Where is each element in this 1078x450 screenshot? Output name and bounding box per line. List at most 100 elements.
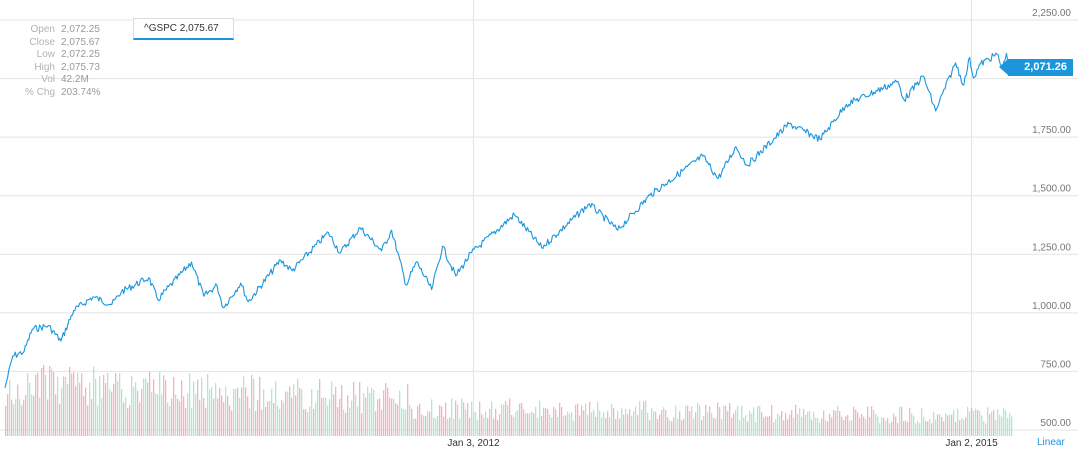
volume-bar	[473, 411, 475, 436]
volume-bar	[829, 413, 831, 436]
volume-bar	[51, 368, 53, 436]
x-tick-label: Jan 3, 2012	[447, 438, 500, 449]
volume-bar	[475, 412, 477, 436]
volume-bar	[505, 400, 507, 436]
volume-bar	[615, 419, 617, 436]
volume-bar	[681, 420, 683, 436]
volume-bar	[513, 417, 515, 436]
volume-bar	[839, 411, 841, 436]
volume-bar	[613, 407, 615, 436]
volume-bar	[565, 415, 567, 436]
stat-volume: Vol 42.2M	[18, 74, 100, 87]
volume-bar	[185, 407, 187, 436]
volume-bar	[153, 379, 155, 436]
price-line	[4, 52, 1013, 388]
volume-bar	[359, 382, 361, 436]
volume-bar	[65, 377, 67, 436]
volume-bar	[783, 420, 785, 436]
volume-bar	[111, 391, 113, 436]
volume-bar	[609, 417, 611, 436]
volume-bar	[293, 384, 295, 436]
volume-bar	[639, 400, 641, 436]
volume-bar	[321, 398, 323, 436]
volume-bar	[953, 409, 955, 436]
volume-bar	[717, 402, 719, 436]
volume-bar	[931, 423, 933, 436]
volume-bar	[843, 420, 845, 436]
volume-bar	[279, 409, 281, 436]
volume-bar	[67, 384, 69, 436]
volume-bar	[791, 409, 793, 436]
volume-bar	[457, 404, 459, 436]
volume-bar	[433, 417, 435, 436]
volume-bar	[495, 408, 497, 436]
volume-bar	[943, 421, 945, 436]
volume-bar	[723, 406, 725, 436]
volume-bar	[29, 382, 31, 436]
volume-bar	[503, 404, 505, 436]
volume-bar	[221, 395, 223, 436]
volume-bar	[909, 407, 911, 436]
volume-bar	[647, 412, 649, 436]
volume-bar	[397, 404, 399, 436]
volume-bar	[347, 395, 349, 436]
volume-bar	[97, 405, 99, 436]
volume-bar	[589, 401, 591, 436]
volume-bar	[695, 412, 697, 436]
volume-bar	[999, 414, 1001, 436]
volume-bar	[861, 413, 863, 436]
series-legend-chip[interactable]: ^GSPC 2,075.67	[133, 18, 234, 40]
volume-bar	[21, 405, 23, 436]
volume-bar	[715, 418, 717, 436]
volume-bar	[409, 404, 411, 436]
volume-bar	[747, 421, 749, 436]
volume-bar	[271, 388, 273, 436]
volume-bar	[187, 393, 189, 436]
y-tick-label: 500.00	[1040, 418, 1071, 429]
volume-bar	[263, 389, 265, 436]
volume-bar	[33, 395, 35, 436]
volume-bar	[1007, 418, 1009, 436]
volume-bar	[883, 417, 885, 436]
volume-bar	[691, 406, 693, 436]
volume-bar	[123, 402, 125, 436]
volume-bar	[349, 407, 351, 436]
volume-bar	[17, 384, 19, 436]
volume-bar	[431, 399, 433, 436]
volume-bar	[949, 414, 951, 436]
volume-bar	[287, 391, 289, 436]
volume-bar	[237, 387, 239, 436]
volume-bar	[975, 408, 977, 436]
volume-bar	[595, 416, 597, 436]
volume-bar	[483, 417, 485, 436]
volume-bar	[687, 405, 689, 436]
volume-bar	[833, 409, 835, 436]
volume-bar	[915, 423, 917, 436]
volume-bar	[817, 418, 819, 436]
x-tick-label: Jan 2, 2015	[945, 438, 998, 449]
volume-bar	[11, 399, 13, 436]
volume-bar	[89, 382, 91, 436]
volume-bar	[797, 414, 799, 436]
volume-bar	[317, 390, 319, 436]
volume-bar	[863, 416, 865, 436]
volume-bar	[385, 382, 387, 436]
chart-grid	[0, 0, 1078, 436]
volume-bar	[801, 416, 803, 436]
volume-bar	[241, 387, 243, 436]
scale-toggle-linear[interactable]: Linear	[1037, 437, 1065, 448]
volume-bar	[387, 387, 389, 436]
volume-bar	[207, 374, 209, 436]
volume-bar	[367, 386, 369, 436]
volume-bar	[223, 402, 225, 436]
volume-bar	[325, 397, 327, 436]
volume-bar	[163, 375, 165, 436]
volume-bar	[337, 407, 339, 436]
volume-bar	[541, 415, 543, 436]
volume-bar	[607, 411, 609, 436]
volume-bar	[621, 408, 623, 436]
volume-bar	[649, 419, 651, 436]
volume-bar	[393, 398, 395, 436]
volume-bar	[611, 404, 613, 436]
